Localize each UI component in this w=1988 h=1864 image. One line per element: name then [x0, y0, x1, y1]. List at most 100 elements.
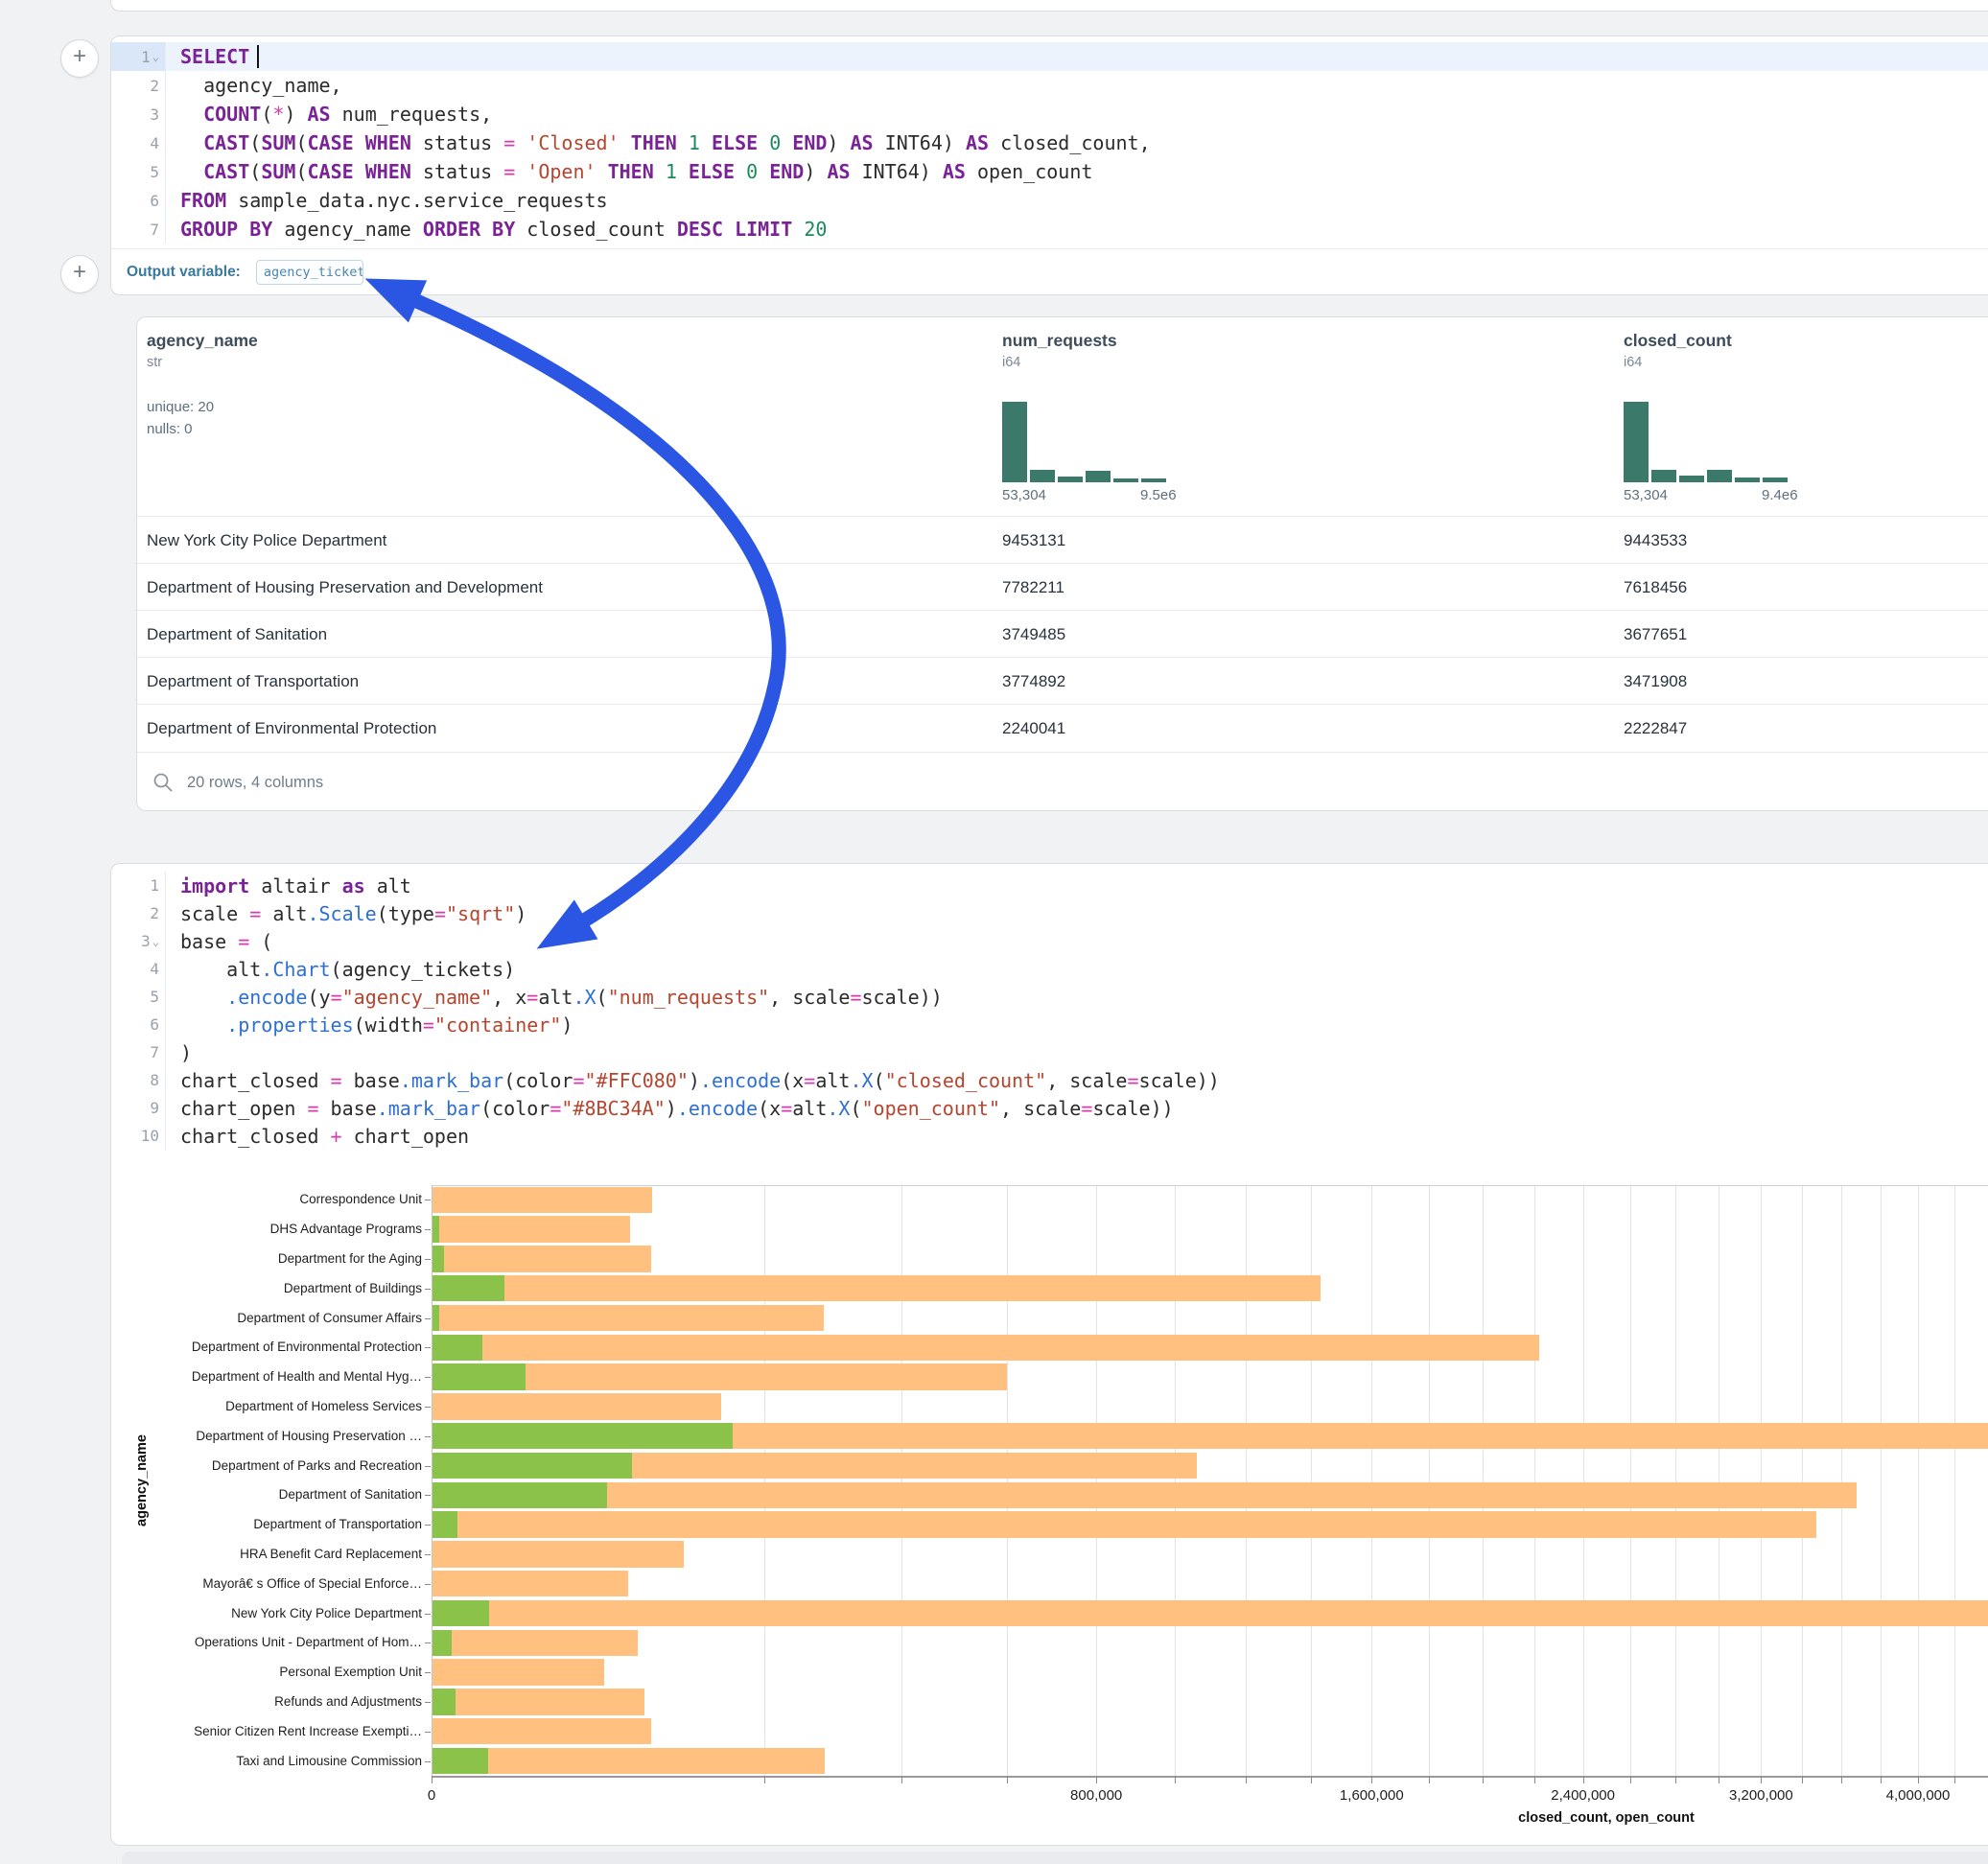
code-token: GROUP: [180, 218, 238, 241]
code-token: CASE: [307, 160, 353, 183]
code-line-text: CAST(SUM(CASE WHEN status = 'Closed' THE…: [166, 128, 1151, 157]
code-token: [180, 1014, 226, 1037]
code-token: .X: [573, 986, 596, 1009]
search-icon[interactable]: [152, 772, 174, 793]
output-variable-pill[interactable]: agency_tickets: [256, 260, 363, 285]
code-line[interactable]: 3⌄base = (: [111, 927, 1988, 955]
code-token: agency_name: [272, 218, 423, 241]
line-number-gutter: 1: [111, 872, 166, 899]
code-token: "container": [434, 1014, 561, 1037]
output-variable-bar: Output variable: agency_tickets: [111, 248, 1988, 295]
line-number-gutter: 8: [111, 1066, 166, 1094]
closed-count-histogram: [1624, 402, 1788, 482]
histogram-bar: [1086, 471, 1111, 482]
code-token: *: [272, 103, 284, 126]
code-line[interactable]: 7GROUP BY agency_name ORDER BY closed_co…: [111, 215, 1988, 244]
code-token: (y: [307, 986, 330, 1009]
code-token: base: [180, 930, 238, 953]
cell-agency-name: New York City Police Department: [147, 531, 386, 550]
code-line[interactable]: 5 .encode(y="agency_name", x=alt.X("num_…: [111, 983, 1988, 1011]
code-line[interactable]: 6FROM sample_data.nyc.service_requests: [111, 186, 1988, 215]
code-token: =: [850, 986, 861, 1009]
line-number: 7: [150, 221, 159, 239]
line-number: 2: [150, 904, 159, 922]
column-type: i64: [1002, 355, 1117, 370]
table-row[interactable]: Department of Environmental Protection22…: [137, 704, 1988, 752]
code-token: (color: [480, 1097, 550, 1120]
code-line[interactable]: 2 agency_name,: [111, 71, 1988, 100]
cell-agency-name: Department of Transportation: [147, 672, 359, 691]
code-line[interactable]: 8chart_closed = base.mark_bar(color="#FF…: [111, 1066, 1988, 1094]
line-number-gutter: 5: [111, 157, 166, 186]
table-row[interactable]: Department of Transportation377489234719…: [137, 657, 1988, 705]
code-token: alt: [180, 958, 261, 981]
code-token: [735, 160, 746, 183]
fold-chevron-icon[interactable]: ⌄: [152, 935, 159, 948]
table-row[interactable]: New York City Police Department945313194…: [137, 516, 1988, 564]
code-token: import: [180, 874, 249, 897]
column-header-agency-name[interactable]: agency_name str unique: 20 nulls: 0: [147, 331, 258, 437]
code-token: THEN: [608, 160, 654, 183]
add-cell-button-middle[interactable]: +: [60, 255, 99, 293]
code-token: INT64): [874, 131, 966, 154]
sql-code-editor[interactable]: 1 ⌄ SELECT2 agency_name,3 COUNT(*) AS num_…: [111, 42, 1988, 244]
code-line[interactable]: 3 COUNT(*) AS num_requests,: [111, 100, 1988, 128]
code-token: [700, 131, 712, 154]
line-number: 9: [150, 1099, 159, 1117]
column-header-num-requests[interactable]: num_requests i64: [1002, 331, 1117, 370]
fold-chevron-icon[interactable]: ⌄: [152, 50, 159, 63]
code-token: (: [850, 1097, 861, 1120]
code-line[interactable]: 7): [111, 1038, 1988, 1066]
code-token: "#8BC34A": [561, 1097, 665, 1120]
output-variable-label: Output variable:: [127, 264, 241, 281]
code-token: +: [331, 1125, 342, 1148]
add-cell-button-top[interactable]: +: [60, 39, 99, 78]
cell-closed-count: 3677651: [1624, 625, 1687, 644]
code-line-text: SELECT: [166, 42, 259, 71]
python-code-editor[interactable]: 1import altair as alt2scale = alt.Scale(…: [111, 872, 1988, 1150]
next-cell-stub: [122, 1852, 1988, 1864]
line-number-gutter: 9: [111, 1094, 166, 1122]
code-line-text: scale = alt.Scale(type="sqrt"): [166, 899, 526, 927]
column-name: num_requests: [1002, 331, 1117, 351]
code-line[interactable]: 2 scale = alt.Scale(type="sqrt"): [111, 899, 1988, 927]
line-number: 5: [150, 988, 159, 1006]
code-line[interactable]: 10chart_closed + chart_open: [111, 1122, 1988, 1150]
code-line[interactable]: 4 CAST(SUM(CASE WHEN status = 'Closed' T…: [111, 128, 1988, 157]
code-token: .Scale: [307, 902, 376, 925]
table-row[interactable]: Department of Housing Preservation and D…: [137, 563, 1988, 611]
code-line[interactable]: 6 .properties(width="container"): [111, 1011, 1988, 1038]
code-line[interactable]: 1import altair as alt: [111, 872, 1988, 899]
code-token: ELSE: [689, 160, 735, 183]
code-token: INT64): [851, 160, 943, 183]
code-token: scale)): [862, 986, 943, 1009]
line-number-gutter: 5: [111, 983, 166, 1011]
code-token: [180, 986, 226, 1009]
code-line-text: alt.Chart(agency_tickets): [166, 955, 515, 983]
line-number: 3: [141, 932, 151, 950]
code-line[interactable]: 1⌄SELECT: [111, 42, 1988, 71]
code-token: 1: [666, 160, 677, 183]
code-line[interactable]: 9chart_open = base.mark_bar(color="#8BC3…: [111, 1094, 1988, 1122]
column-header-closed-count[interactable]: closed_count i64: [1624, 331, 1732, 370]
code-line[interactable]: 4 alt.Chart(agency_tickets): [111, 955, 1988, 983]
code-token: chart_open: [180, 1097, 307, 1120]
code-token: (: [596, 986, 608, 1009]
code-token: num_requests,: [331, 103, 493, 126]
code-token: SUM: [261, 131, 295, 154]
code-token: CAST: [203, 160, 249, 183]
code-token: DESC: [677, 218, 723, 241]
code-token: base: [342, 1069, 400, 1092]
code-line[interactable]: 5 CAST(SUM(CASE WHEN status = 'Open' THE…: [111, 157, 1988, 186]
code-line-text: ): [166, 1038, 192, 1066]
code-token: 'Closed': [526, 131, 619, 154]
table-row[interactable]: Department of Sanitation37494853677651: [137, 610, 1988, 658]
code-token: status: [411, 131, 503, 154]
code-token: =: [573, 1069, 584, 1092]
code-token: =: [1081, 1097, 1092, 1120]
code-token: BY: [492, 218, 515, 241]
code-token: [180, 160, 203, 183]
code-line-text: chart_open = base.mark_bar(color="#8BC34…: [166, 1094, 1174, 1122]
code-token: AS: [308, 103, 331, 126]
code-line-text: CAST(SUM(CASE WHEN status = 'Open' THEN …: [166, 157, 1092, 186]
